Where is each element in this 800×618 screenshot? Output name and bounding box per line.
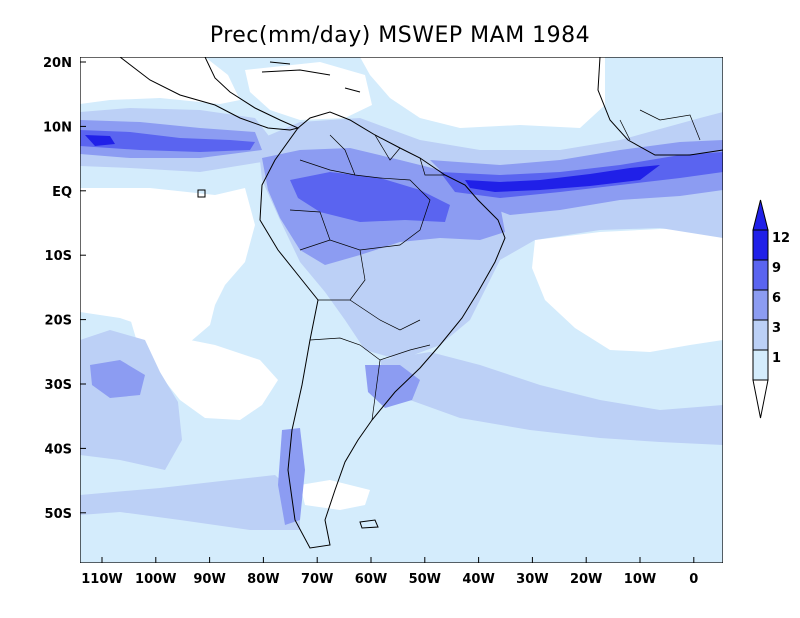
colorbar-segment-1-3 [752, 319, 769, 351]
colorbar-segment-3-6 [752, 289, 769, 321]
moderate-rain-chile-south [80, 475, 300, 530]
caribbean-islands [261, 61, 361, 93]
very-heavy-rain-amazon-core [290, 172, 450, 222]
colorbar-bottom-arrow [752, 379, 769, 419]
longitude-labels: 110W 100W 90W 80W 70W 60W 50W 40W 30W 20W 10W 0 [81, 572, 698, 587]
lon-label: 100W [135, 572, 176, 587]
lon-label: 20W [570, 572, 602, 587]
lon-label: 60W [355, 572, 387, 587]
very-heavy-rain-itcz-pacific [80, 130, 255, 152]
heavy-rain-south-pacific-patch [90, 360, 145, 398]
colorbar-label-6: 6 [772, 291, 781, 306]
country-borders [289, 109, 701, 421]
lon-label: 110W [81, 572, 122, 587]
lat-label: 30S [45, 378, 72, 393]
lat-label: 10S [45, 249, 72, 264]
axis-ticks [80, 61, 695, 563]
falklands [359, 519, 379, 529]
extreme-rain-amazon-mouth [465, 165, 660, 192]
heavy-rain-southern-brazil [365, 365, 420, 408]
lon-label: 80W [247, 572, 279, 587]
dry-region-caribbean [245, 62, 372, 120]
lat-label: 50S [45, 507, 72, 522]
galapagos [197, 189, 206, 198]
lon-label: 90W [193, 572, 225, 587]
central-america-coastline [119, 57, 300, 131]
west-africa-coastline [597, 57, 723, 156]
extreme-rain-pacific-itcz [85, 135, 115, 146]
lon-label: 0 [689, 572, 698, 587]
colorbar-label-9: 9 [772, 261, 781, 276]
lon-label: 10W [624, 572, 656, 587]
dry-region-south-atlantic [532, 228, 723, 352]
lon-label: 50W [409, 572, 441, 587]
lon-label: 30W [516, 572, 548, 587]
colorbar: 12 9 6 3 1 [752, 199, 790, 419]
dry-region-patagonia [300, 480, 370, 510]
lat-label: 40S [45, 442, 72, 457]
map-title: Prec(mm/day) MSWEP MAM 1984 [210, 23, 590, 48]
lat-label: 20S [45, 314, 72, 329]
lon-label: 40W [462, 572, 494, 587]
colorbar-segment-6-9 [752, 259, 769, 291]
moderate-rain-south-atlantic [380, 352, 723, 445]
heavy-rain-chile [278, 428, 305, 525]
latitude-labels: 20N 10N EQ 10S 20S 30S 40S 50S [43, 56, 72, 522]
lat-label: 10N [43, 120, 72, 135]
dry-region-southeast-pacific [130, 318, 278, 420]
lat-label: EQ [52, 185, 72, 200]
colorbar-segment-9-12 [752, 229, 769, 261]
dry-region-pacific-east [80, 188, 255, 342]
dry-region-north-pacific [80, 57, 240, 104]
lon-label: 70W [301, 572, 333, 587]
dry-region-north-atlantic [360, 57, 605, 128]
lat-label: 20N [43, 56, 72, 71]
colorbar-label-12: 12 [772, 231, 790, 246]
colorbar-top-arrow [752, 199, 769, 231]
map-panel [80, 57, 723, 563]
colorbar-segment-under-3 [752, 349, 769, 381]
colorbar-label-1: 1 [772, 351, 781, 366]
colorbar-label-3: 3 [772, 321, 781, 336]
